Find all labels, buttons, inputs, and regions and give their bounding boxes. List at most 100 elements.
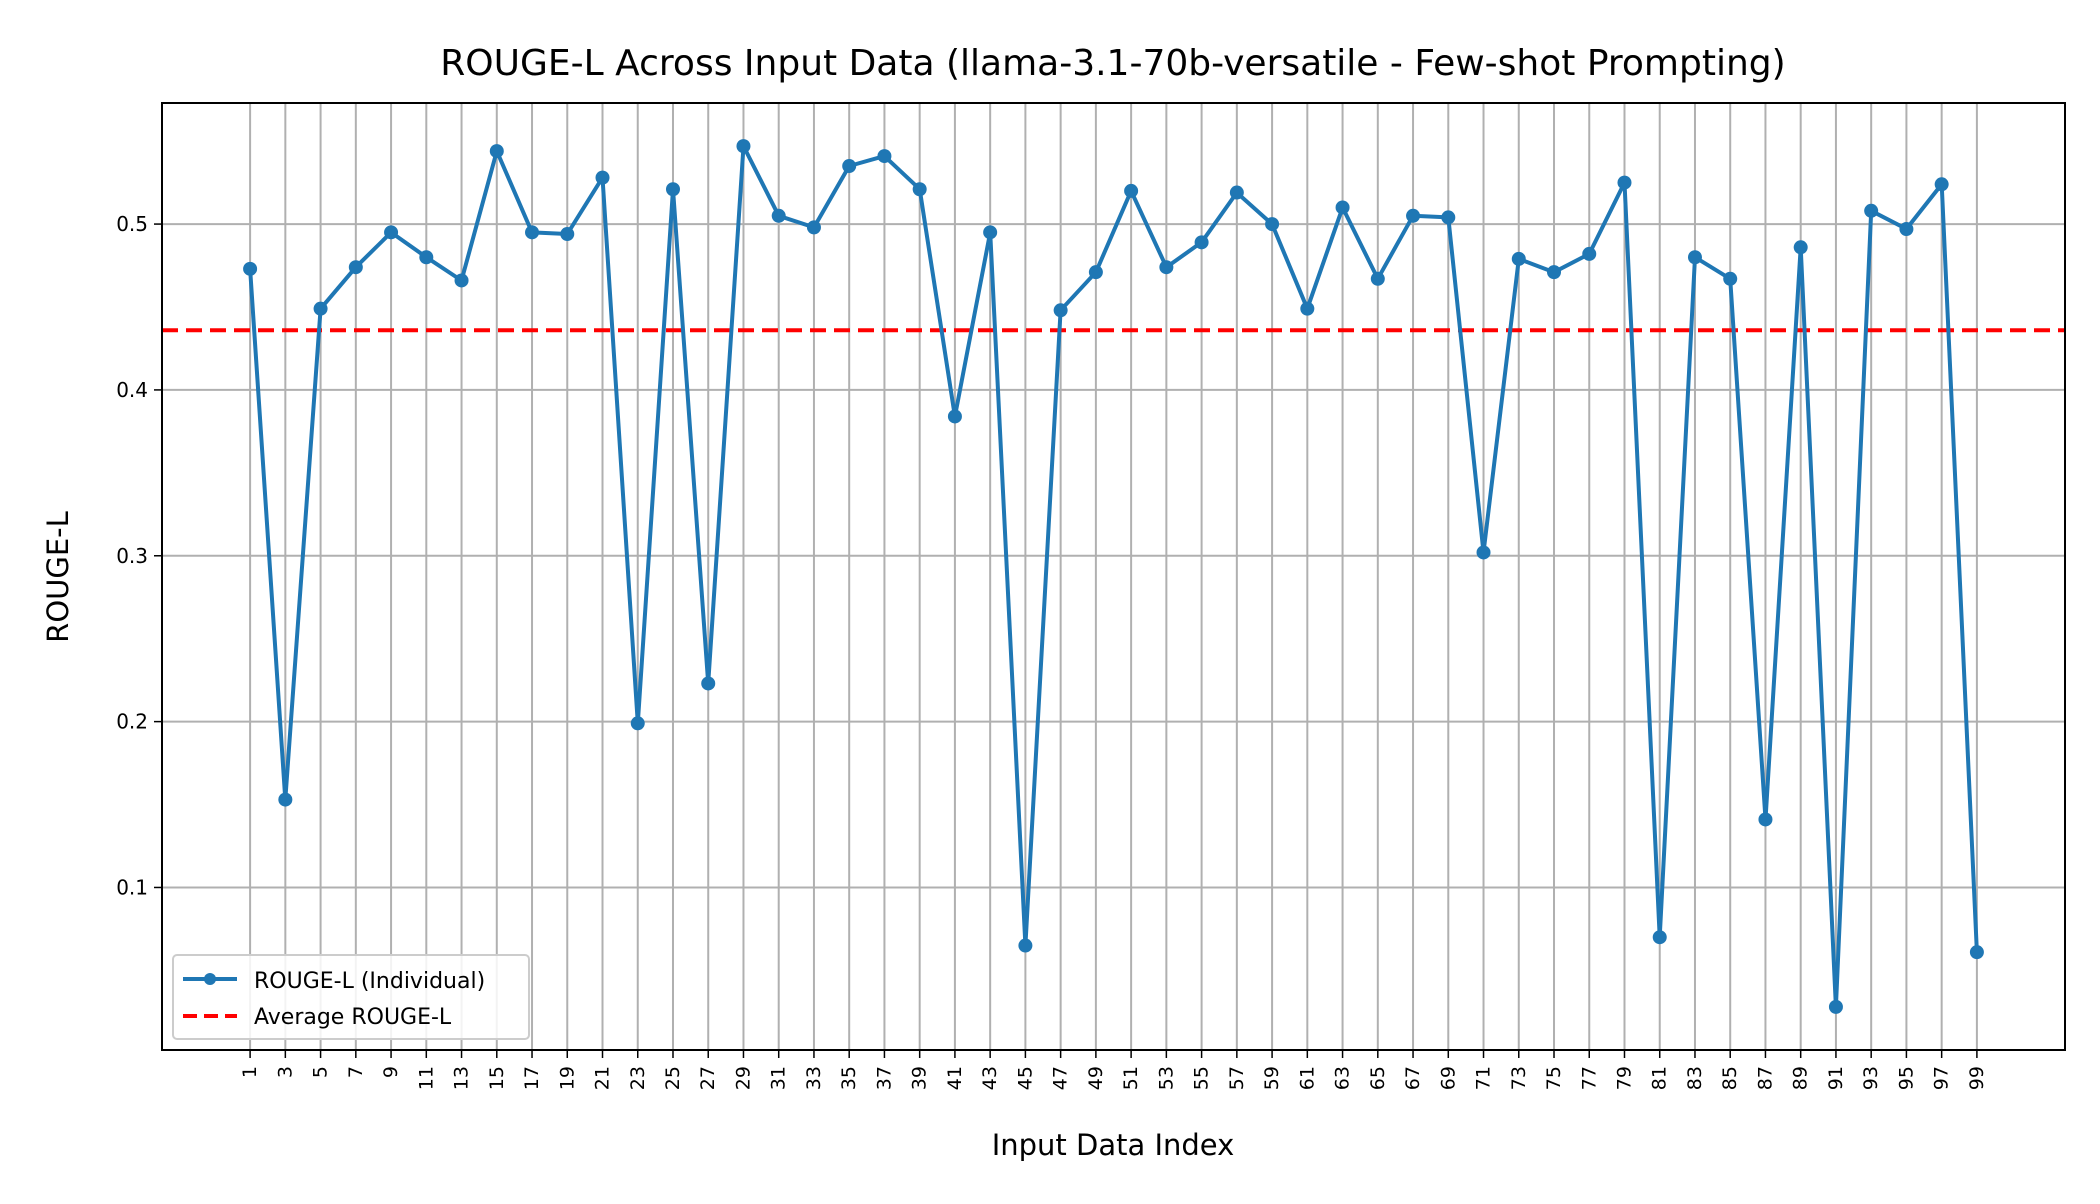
x-tick-label: 69: [1437, 1066, 1459, 1090]
x-tick-label: 39: [909, 1066, 931, 1090]
data-point: [1582, 246, 1597, 261]
x-tick-label: 53: [1155, 1066, 1177, 1090]
legend: ROUGE-L (Individual) Average ROUGE-L: [172, 954, 530, 1040]
data-point: [1934, 177, 1949, 192]
data-point: [560, 227, 575, 242]
data-point: [842, 159, 857, 174]
data-point: [1370, 271, 1385, 286]
y-tick-label: 0.2: [116, 710, 148, 734]
data-point: [595, 170, 610, 185]
x-tick-label: 25: [662, 1066, 684, 1090]
data-point: [1476, 545, 1491, 560]
x-tick-label: 1: [239, 1066, 261, 1078]
x-tick-label: 71: [1473, 1066, 1495, 1090]
x-tick-label: 65: [1367, 1066, 1389, 1090]
data-point: [525, 225, 540, 240]
legend-label-individual: ROUGE-L (Individual): [254, 969, 485, 994]
data-point: [771, 208, 786, 223]
data-point: [1617, 175, 1632, 190]
data-point: [1511, 251, 1526, 266]
plot-area-frame: [161, 102, 2066, 1051]
data-point: [1265, 217, 1280, 232]
data-point: [1864, 203, 1879, 218]
data-point: [947, 409, 962, 424]
x-tick-label: 33: [803, 1066, 825, 1090]
data-point: [1300, 301, 1315, 316]
x-tick-label: 5: [310, 1066, 332, 1078]
x-tick-label: 95: [1895, 1066, 1917, 1090]
y-tick-label: 0.5: [116, 212, 148, 236]
x-tick-label: 55: [1191, 1066, 1213, 1090]
data-point: [1335, 200, 1350, 215]
chart-title: ROUGE-L Across Input Data (llama-3.1-70b…: [440, 43, 1785, 84]
x-tick-label: 81: [1649, 1066, 1671, 1090]
x-tick-label: 91: [1825, 1066, 1847, 1090]
x-tick-label: 7: [345, 1066, 367, 1078]
x-tick-label: 17: [521, 1066, 543, 1090]
data-point: [806, 220, 821, 235]
x-tick-label: 27: [697, 1066, 719, 1090]
data-point: [630, 716, 645, 731]
x-tick-label: 21: [592, 1066, 614, 1090]
data-point: [489, 144, 504, 159]
x-tick-label: 43: [979, 1066, 1001, 1090]
x-tick-label: 19: [556, 1066, 578, 1090]
x-tick-label: 3: [274, 1066, 296, 1078]
data-point: [1687, 250, 1702, 265]
x-tick-label: 57: [1226, 1066, 1248, 1090]
x-tick-label: 97: [1931, 1066, 1953, 1090]
data-point: [983, 225, 998, 240]
data-point: [1124, 183, 1139, 198]
data-point: [348, 260, 363, 275]
x-tick-label: 99: [1966, 1066, 1988, 1090]
data-point: [1758, 812, 1773, 827]
x-tick-label: 79: [1613, 1066, 1635, 1090]
data-point: [278, 792, 293, 807]
x-tick-label: 29: [732, 1066, 754, 1090]
data-point: [1229, 185, 1244, 200]
x-tick-label: 41: [944, 1066, 966, 1090]
data-point: [454, 273, 469, 288]
data-point: [1053, 303, 1068, 318]
x-tick-label: 83: [1684, 1066, 1706, 1090]
data-point: [1652, 930, 1667, 945]
data-point: [1159, 260, 1174, 275]
data-point: [701, 676, 716, 691]
x-tick-label: 89: [1790, 1066, 1812, 1090]
x-tick-label: 15: [486, 1066, 508, 1090]
x-tick-label: 45: [1014, 1066, 1036, 1090]
data-point: [1018, 938, 1033, 953]
x-tick-label: 47: [1050, 1066, 1072, 1090]
x-tick-label: 59: [1261, 1066, 1283, 1090]
data-point: [384, 225, 399, 240]
x-tick-label: 77: [1578, 1066, 1600, 1090]
data-point: [1547, 265, 1562, 280]
data-point: [1723, 271, 1738, 286]
x-tick-label: 9: [380, 1066, 402, 1078]
x-tick-label: 35: [838, 1066, 860, 1090]
data-point: [1793, 240, 1808, 255]
data-point: [877, 149, 892, 164]
x-tick-label: 67: [1402, 1066, 1424, 1090]
x-tick-label: 63: [1332, 1066, 1354, 1090]
data-point: [1828, 999, 1843, 1014]
legend-marker-swatch: [204, 973, 216, 985]
data-point: [912, 182, 927, 197]
x-tick-label: 75: [1543, 1066, 1565, 1090]
x-tick-label: 51: [1120, 1066, 1142, 1090]
data-point: [736, 139, 751, 154]
data-point: [1406, 208, 1421, 223]
x-tick-label: 61: [1296, 1066, 1318, 1090]
data-point: [1194, 235, 1209, 250]
y-tick-label: 0.3: [116, 544, 148, 568]
data-point: [1441, 210, 1456, 225]
x-tick-label: 73: [1508, 1066, 1530, 1090]
x-tick-label: 23: [627, 1066, 649, 1090]
x-tick-label: 13: [451, 1066, 473, 1090]
data-point: [313, 301, 328, 316]
legend-box: [172, 954, 530, 1040]
data-point: [1088, 265, 1103, 280]
data-point: [1969, 945, 1984, 960]
x-tick-label: 49: [1085, 1066, 1107, 1090]
